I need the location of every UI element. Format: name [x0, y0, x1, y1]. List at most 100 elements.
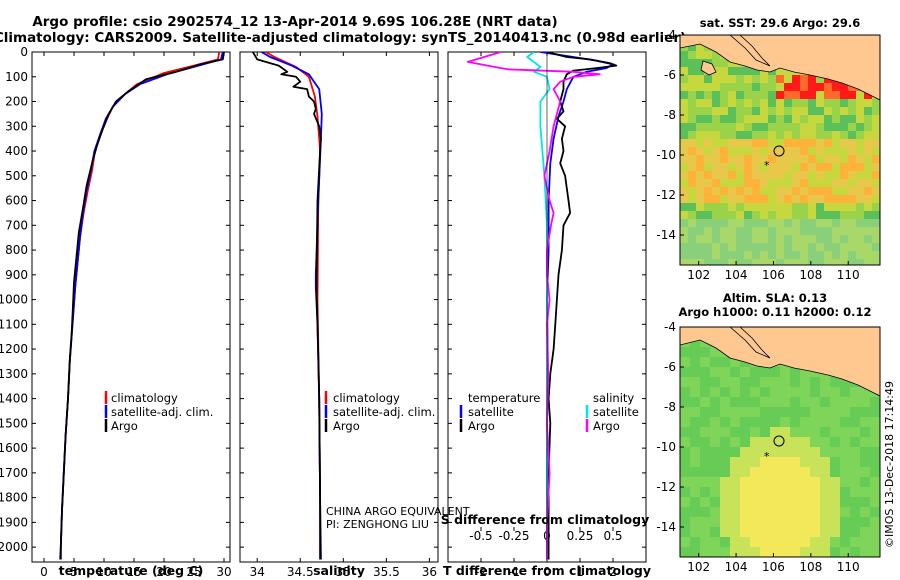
heatmap-cell — [850, 467, 860, 477]
heatmap-cell — [750, 537, 760, 547]
heatmap-cell — [710, 467, 720, 477]
heatmap-cell — [770, 497, 780, 507]
heatmap-cell — [760, 537, 770, 547]
heatmap-cell — [768, 155, 776, 163]
heatmap-cell — [688, 219, 696, 227]
heatmap-cell — [760, 437, 770, 447]
heatmap-cell — [840, 407, 850, 417]
heatmap-cell — [750, 447, 760, 457]
heatmap-cell — [872, 227, 880, 235]
heatmap-cell — [784, 91, 792, 99]
heatmap-cell — [770, 377, 780, 387]
heatmap-cell — [712, 107, 720, 115]
heatmap-cell — [820, 497, 830, 507]
heatmap-cell — [760, 131, 768, 139]
heatmap-cell — [760, 517, 770, 527]
heatmap-cell — [800, 139, 808, 147]
heatmap-cell — [856, 179, 864, 187]
heatmap-cell — [680, 171, 688, 179]
heatmap-cell — [704, 187, 712, 195]
heatmap-cell — [776, 251, 784, 259]
heatmap-cell — [704, 131, 712, 139]
heatmap-cell — [710, 367, 720, 377]
heatmap-cell — [770, 427, 780, 437]
heatmap-cell — [848, 139, 856, 147]
lon-tick-label: 102 — [687, 560, 710, 574]
heatmap-cell — [810, 537, 820, 547]
heatmap-cell — [710, 377, 720, 387]
heatmap-cell — [776, 115, 784, 123]
heatmap-cell — [680, 527, 690, 537]
heatmap-cell — [816, 75, 824, 83]
sla-map-subtitle: Argo h1000: 0.11 h2000: 0.12 — [678, 305, 871, 319]
heatmap-cell — [840, 437, 850, 447]
heatmap-cell — [850, 437, 860, 447]
heatmap-cell — [784, 235, 792, 243]
heatmap-cell — [744, 123, 752, 131]
heatmap-cell — [688, 147, 696, 155]
heatmap-cell — [768, 187, 776, 195]
heatmap-cell — [820, 517, 830, 527]
heatmap-cell — [824, 179, 832, 187]
heatmap-cell — [864, 163, 872, 171]
heatmap-cell — [690, 377, 700, 387]
heatmap-cell — [760, 187, 768, 195]
heatmap-cell — [850, 477, 860, 487]
heatmap-cell — [760, 179, 768, 187]
heatmap-cell — [768, 131, 776, 139]
heatmap-cell — [800, 507, 810, 517]
x-tick-label: 30 — [216, 565, 231, 579]
heatmap-cell — [810, 487, 820, 497]
heatmap-cell — [840, 517, 850, 527]
heatmap-cell — [760, 259, 768, 265]
heatmap-cell — [792, 123, 800, 131]
heatmap-cell — [720, 131, 728, 139]
heatmap-cell — [696, 59, 704, 67]
heatmap-cell — [820, 547, 830, 557]
heatmap-cell — [770, 487, 780, 497]
heatmap-cell — [680, 377, 690, 387]
heatmap-cell — [736, 91, 744, 99]
s-tick-label: 0.25 — [567, 529, 594, 543]
heatmap-cell — [690, 427, 700, 437]
heatmap-cell — [850, 497, 860, 507]
heatmap-cell — [768, 211, 776, 219]
heatmap-cell — [730, 437, 740, 447]
heatmap-cell — [740, 547, 750, 557]
heatmap-cell — [780, 397, 790, 407]
heatmap-cell — [744, 203, 752, 211]
depth-tick-label: 2000 — [0, 540, 28, 554]
heatmap-cell — [728, 115, 736, 123]
heatmap-cell — [840, 377, 850, 387]
heatmap-cell — [744, 155, 752, 163]
heatmap-cell — [832, 83, 840, 91]
heatmap-cell — [768, 179, 776, 187]
heatmap-cell — [824, 155, 832, 163]
heatmap-cell — [680, 123, 688, 131]
heatmap-cell — [776, 171, 784, 179]
heatmap-cell — [704, 235, 712, 243]
heatmap-cell — [710, 427, 720, 437]
heatmap-cell — [776, 67, 784, 75]
heatmap-cell — [848, 187, 856, 195]
heatmap-cell — [690, 417, 700, 427]
sst-map-frame — [679, 34, 881, 266]
heatmap-cell — [750, 477, 760, 487]
lon-tick-label: 106 — [762, 268, 785, 282]
heatmap-cell — [820, 527, 830, 537]
lon-tick-label: 110 — [837, 268, 860, 282]
heatmap-cell — [800, 487, 810, 497]
heatmap-cell — [680, 131, 688, 139]
heatmap-cell — [712, 227, 720, 235]
climatology-line — [265, 52, 322, 560]
heatmap-cell — [760, 171, 768, 179]
heatmap-cell — [824, 91, 832, 99]
lat-tick-label: -8 — [664, 400, 676, 414]
heatmap-cell — [808, 243, 816, 251]
heatmap-cell — [840, 235, 848, 243]
heatmap-cell — [832, 179, 840, 187]
heatmap-cell — [820, 507, 830, 517]
heatmap-cell — [680, 243, 688, 251]
heatmap-cell — [784, 139, 792, 147]
heatmap-cell — [870, 517, 880, 527]
